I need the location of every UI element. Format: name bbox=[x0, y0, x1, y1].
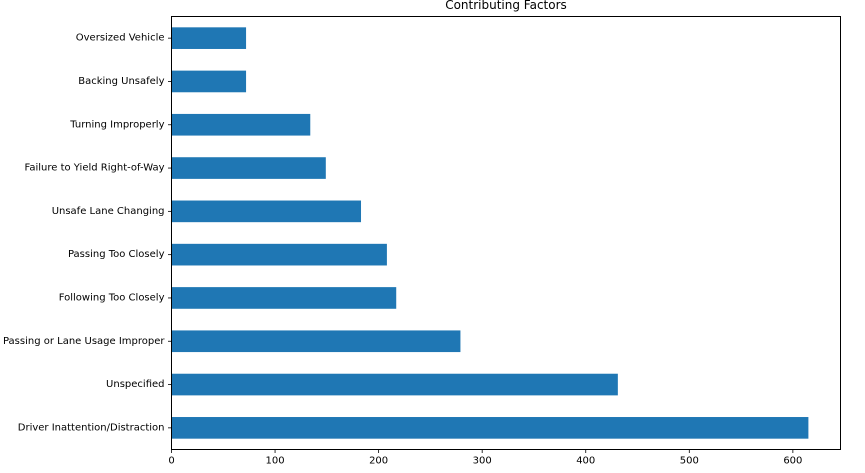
bar-2 bbox=[171, 330, 461, 353]
bar-8 bbox=[171, 70, 247, 93]
x-tick-label: 0 bbox=[168, 456, 174, 467]
chart-title: Contributing Factors bbox=[445, 0, 567, 12]
bar-3 bbox=[171, 287, 397, 309]
bars-group bbox=[171, 27, 809, 439]
bar-5 bbox=[171, 200, 362, 223]
x-tick-label: 400 bbox=[576, 456, 595, 467]
bar-4 bbox=[171, 243, 387, 266]
x-tick-label: 500 bbox=[680, 456, 699, 467]
axes-frame bbox=[171, 16, 841, 450]
y-tick-label: Driver Inattention/Distraction bbox=[18, 422, 165, 433]
bar-1 bbox=[171, 373, 618, 396]
y-tick-label: Unsafe Lane Changing bbox=[52, 206, 165, 217]
y-tick-label: Turning Improperly bbox=[69, 119, 164, 130]
bar-7 bbox=[171, 113, 311, 136]
x-tick-label: 600 bbox=[783, 456, 802, 467]
x-axis-ticks: 0 100 200 300 400 500 600 bbox=[168, 449, 802, 467]
y-tick-label: Unspecified bbox=[106, 379, 164, 390]
x-tick-label: 200 bbox=[369, 456, 388, 467]
y-tick-label: Oversized Vehicle bbox=[76, 33, 165, 44]
bar-9 bbox=[171, 27, 247, 49]
x-tick-label: 300 bbox=[473, 456, 492, 467]
bar-6 bbox=[171, 157, 326, 179]
bar-0 bbox=[171, 417, 809, 439]
y-tick-label: Passing or Lane Usage Improper bbox=[3, 336, 165, 347]
y-tick-label: Failure to Yield Right-of-Way bbox=[25, 163, 165, 174]
y-tick-label: Backing Unsafely bbox=[78, 76, 164, 87]
y-tick-label: Following Too Closely bbox=[59, 292, 165, 303]
y-tick-label: Passing Too Closely bbox=[68, 249, 165, 260]
y-axis-ticks: Driver Inattention/Distraction Unspecifie… bbox=[3, 33, 172, 433]
x-tick-label: 100 bbox=[266, 456, 285, 467]
